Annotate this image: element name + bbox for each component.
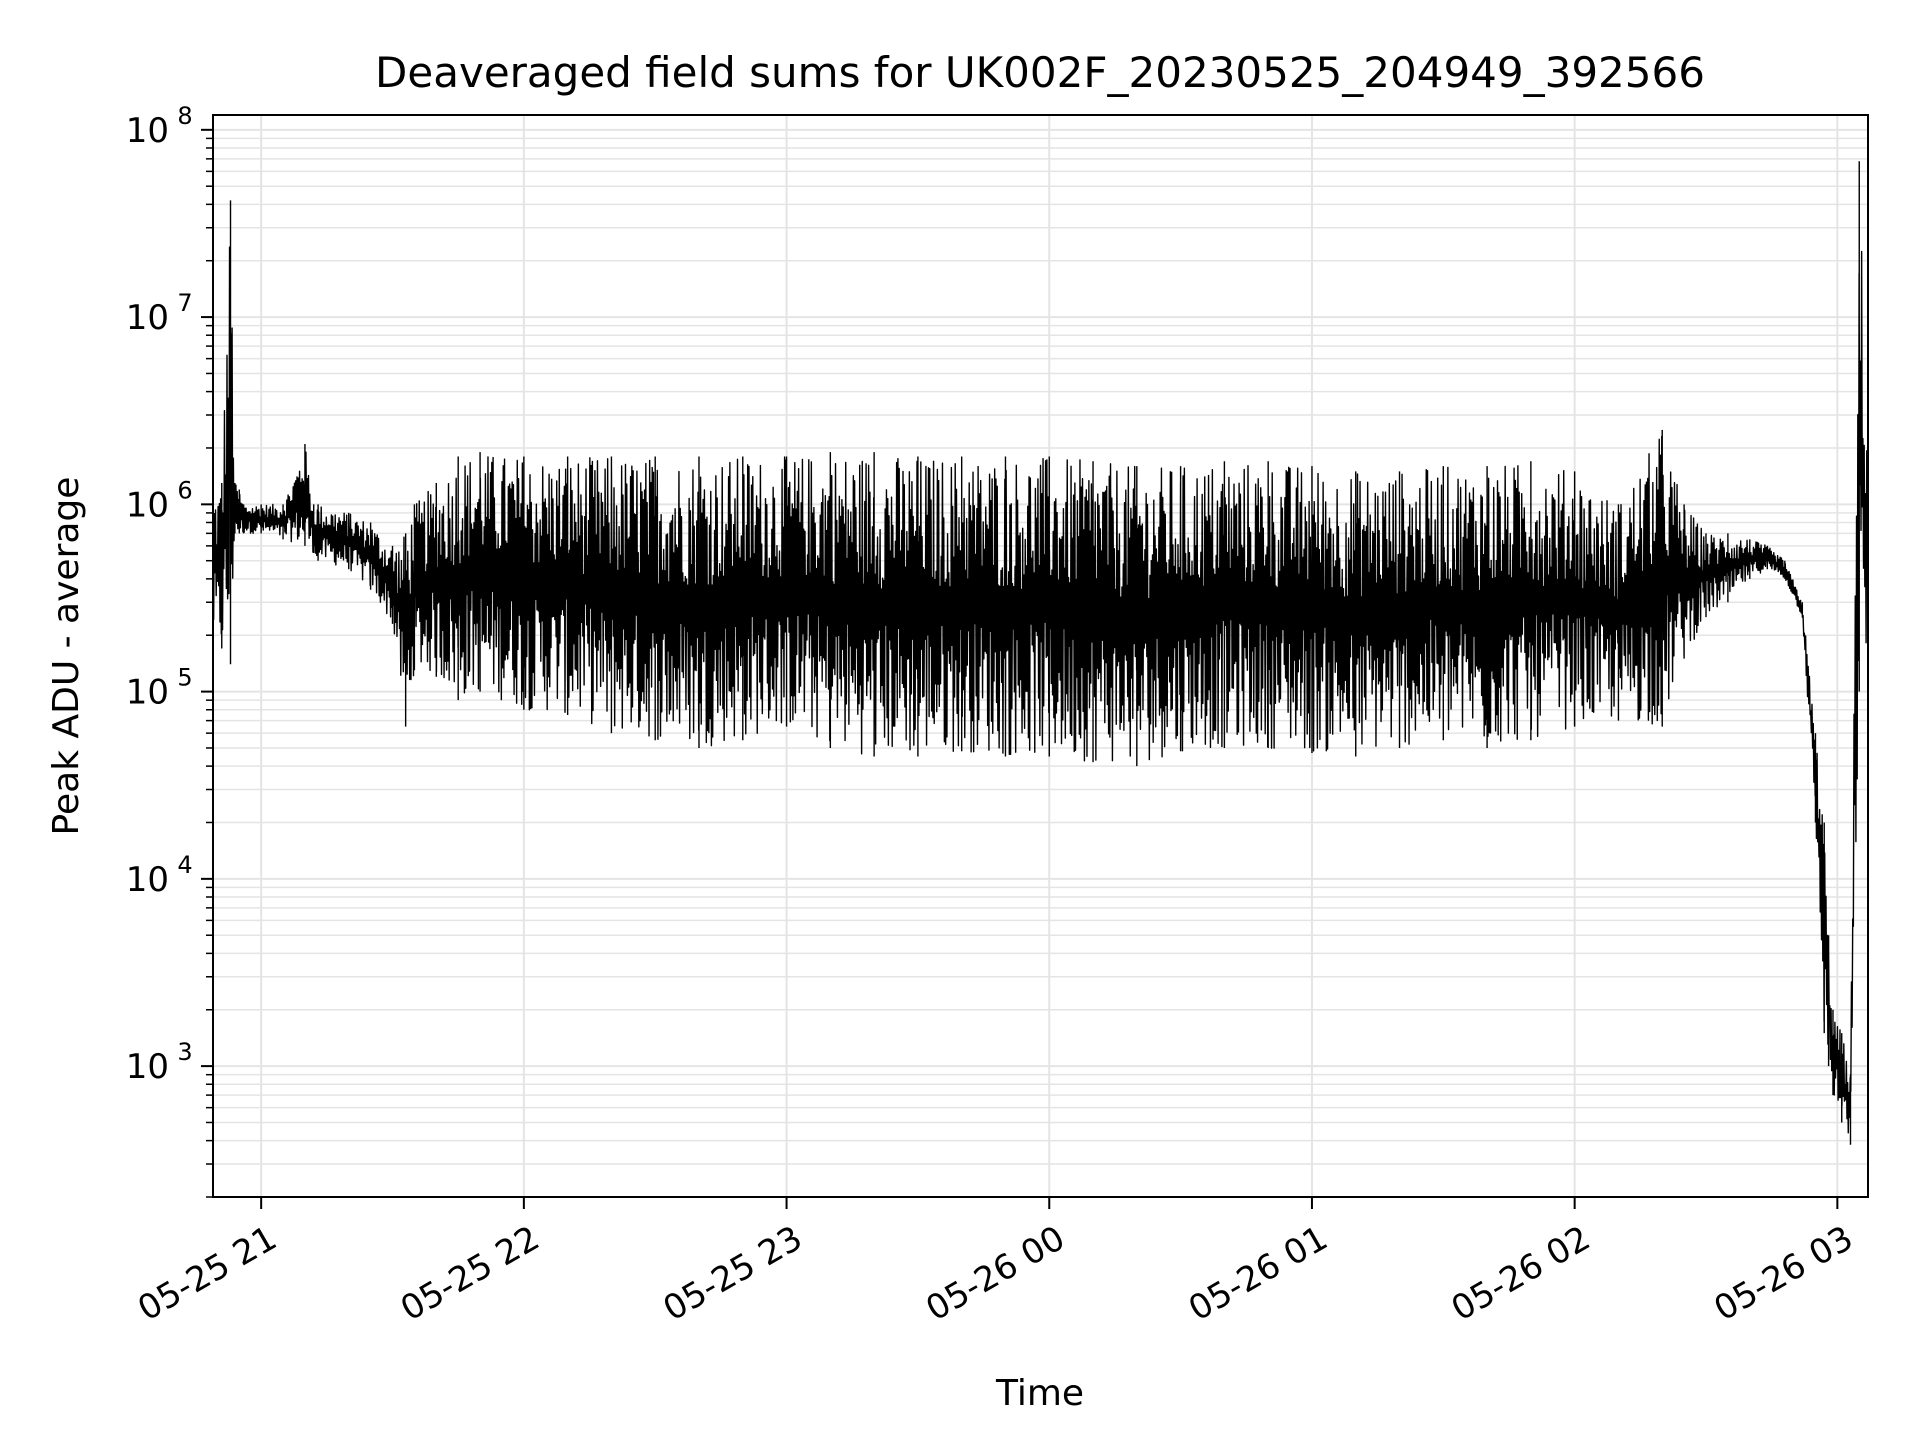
y-axis-label: Peak ADU - average (46, 477, 87, 836)
grid (213, 115, 1868, 1198)
y-tick-label: 10 (126, 673, 169, 713)
y-tick-label: 10 (126, 298, 169, 338)
y-tick-exponent: 7 (177, 289, 192, 317)
y-tick-label: 10 (126, 485, 169, 525)
y-tick-exponent: 4 (177, 851, 192, 879)
x-axis-label: Time (995, 1373, 1084, 1414)
y-tick-label: 10 (126, 111, 169, 151)
y-tick-exponent: 3 (177, 1038, 192, 1066)
y-tick-exponent: 5 (177, 664, 192, 692)
y-tick-exponent: 6 (177, 476, 192, 504)
y-tick-label: 10 (126, 860, 169, 900)
chart-title: Deaveraged field sums for UK002F_2023052… (375, 48, 1705, 97)
series-line (212, 161, 1869, 1145)
y-tick-label: 10 (126, 1047, 169, 1087)
plot-frame (212, 114, 1869, 1198)
y-tick-exponent: 8 (177, 102, 192, 130)
